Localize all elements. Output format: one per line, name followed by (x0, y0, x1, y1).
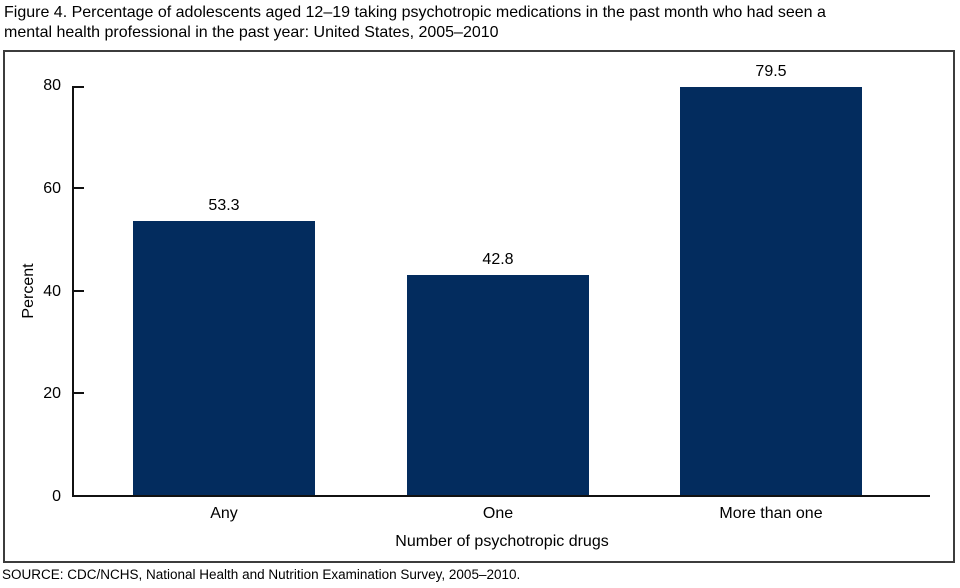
category-label-any: Any (210, 505, 238, 522)
y-tick-mark (74, 495, 84, 497)
y-tick-mark (74, 289, 84, 292)
y-tick-mark (74, 86, 84, 88)
bar-value-label: 42.8 (482, 251, 514, 269)
x-axis-title: Number of psychotropic drugs (395, 533, 609, 550)
source-note: SOURCE: CDC/NCHS, National Health and Nu… (2, 567, 521, 582)
page-title-line-2: mental health professional in the past y… (4, 23, 499, 41)
y-tick-mark (74, 186, 84, 189)
bar-any (133, 221, 315, 495)
plot-area: 0 20 40 60 80 53.3 Any 42.8 One 79.5 More than on… (20, 63, 930, 550)
bar-one (407, 275, 589, 495)
y-tick-label: 40 (43, 282, 61, 300)
y-tick-label: 60 (43, 179, 61, 197)
page-title: Figure 4. Percentage of adolescents aged… (4, 3, 826, 42)
y-axis-title: Percent (20, 262, 37, 319)
category-label-one: One (482, 505, 514, 522)
y-tick-mark (74, 392, 84, 395)
y-tick-label: 0 (52, 488, 61, 505)
bar-value-label: 79.5 (755, 62, 787, 80)
figure-frame: 0 20 40 60 80 53.3 Any 42.8 One 79.5 More than on… (3, 50, 955, 563)
y-tick-label: 20 (43, 385, 61, 403)
y-tick-label: 80 (43, 77, 61, 94)
page-title-line-1: Figure 4. Percentage of adolescents aged… (4, 4, 826, 21)
category-label-more-than-one: More than one (719, 505, 823, 522)
bar-value-label: 53.3 (208, 197, 240, 215)
bar-more-than-one (680, 86, 862, 495)
